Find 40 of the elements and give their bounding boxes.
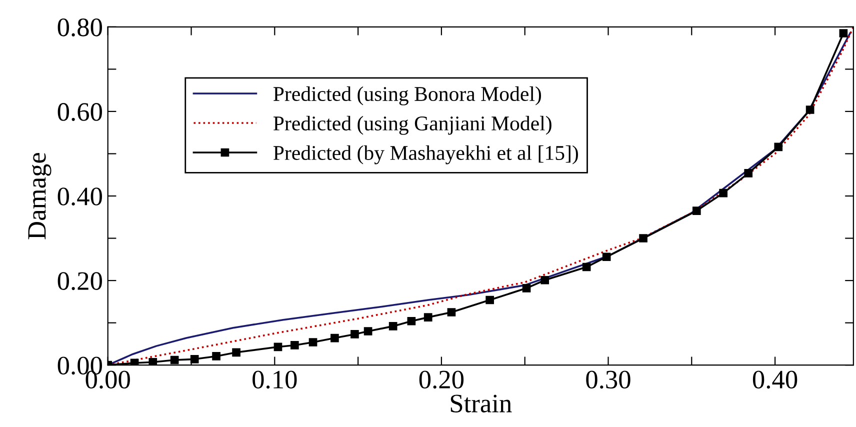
- x-tick-label: 0.40: [752, 370, 798, 389]
- point: [212, 352, 220, 360]
- x-tick-label: 0.30: [586, 370, 630, 389]
- point: [190, 355, 199, 364]
- point: [364, 327, 372, 336]
- point: [582, 262, 591, 272]
- y-tick-label: 0.80: [58, 18, 102, 36]
- point: [744, 169, 753, 178]
- point: [274, 342, 282, 352]
- point: [692, 206, 701, 215]
- point: [290, 341, 299, 350]
- point: [522, 284, 531, 292]
- point: [540, 276, 550, 284]
- point: [447, 308, 456, 316]
- legend-label: Predicted (using Bonora Model): [273, 86, 541, 106]
- point: [170, 356, 179, 364]
- point: [148, 358, 158, 366]
- legend-label: Predicted (using Ganjiani Model): [273, 116, 552, 135]
- point: [486, 296, 494, 304]
- point: [719, 188, 728, 198]
- point: [407, 316, 416, 326]
- point: [774, 142, 783, 152]
- y-tick-label: 0.60: [58, 103, 102, 121]
- x-tick-label: 0.20: [419, 370, 464, 389]
- y-tick-label: 0.20: [58, 272, 102, 290]
- point: [602, 252, 611, 262]
- point: [232, 348, 240, 357]
- point: [350, 330, 359, 338]
- point: [388, 322, 398, 330]
- legend-label: Predicted (by Mashayekhi et al [15]): [273, 145, 578, 164]
- point: [806, 106, 814, 114]
- point: [330, 334, 339, 342]
- y-tick-label: 0.40: [58, 188, 102, 206]
- x-tick-label: 0.10: [252, 370, 297, 389]
- point: [839, 29, 848, 38]
- y-axis-title: Damage: [28, 152, 52, 240]
- point: [639, 234, 648, 242]
- x-axis-title: Strain: [450, 394, 512, 412]
- point: [308, 338, 318, 346]
- point: [424, 313, 432, 322]
